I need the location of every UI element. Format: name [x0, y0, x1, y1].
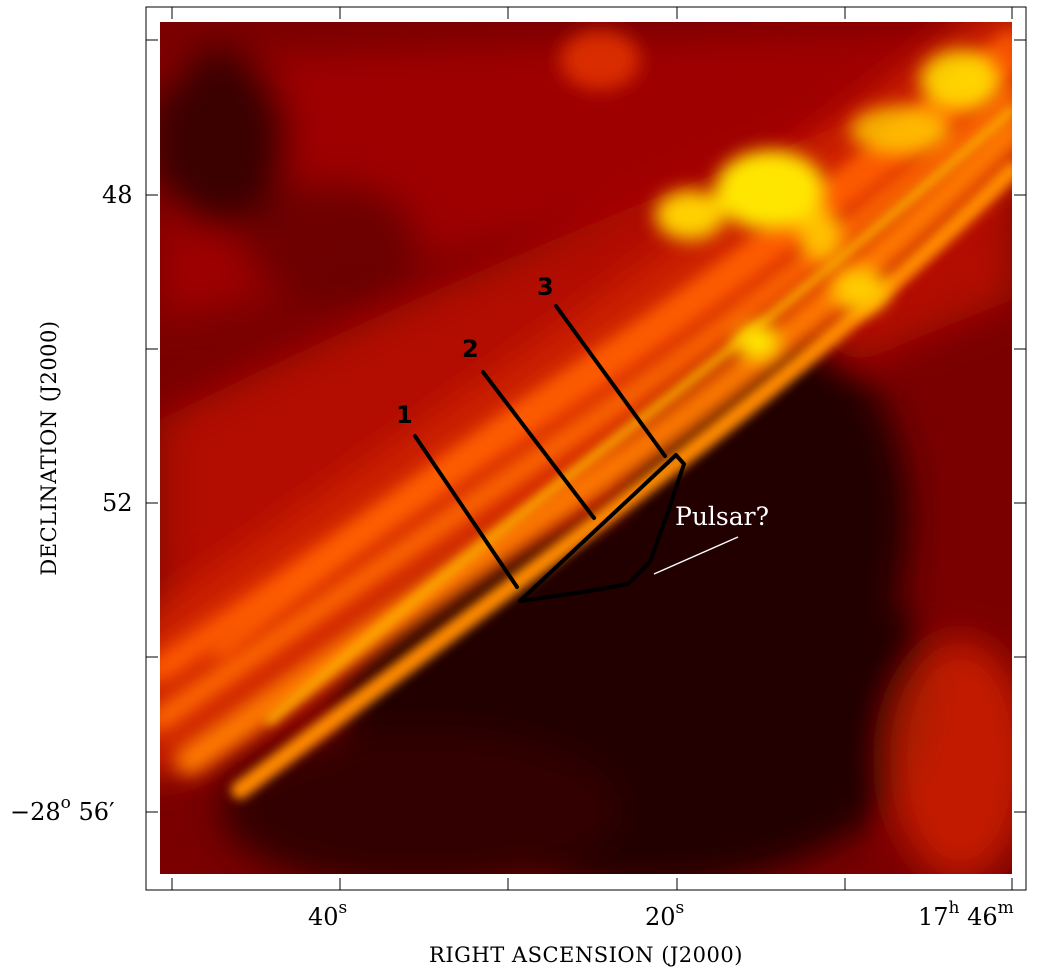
cut-line-1 [413, 434, 519, 589]
pulsar-region-outline [518, 453, 686, 603]
x-axis-title: RIGHT ASCENSION (J2000) [429, 943, 743, 967]
cut-label-1: 1 [396, 401, 413, 429]
cut-line-3 [554, 304, 667, 458]
cut-label-3: 3 [537, 273, 554, 301]
y-tick-label: −28o 56′ [10, 793, 115, 826]
annotation-pointer [653, 536, 739, 575]
y-tick-label: 52 [102, 489, 133, 517]
y-tick-label: 48 [102, 181, 133, 209]
tick-marks [146, 7, 1026, 890]
cut-line-2 [481, 370, 596, 520]
y-axis-title: DECLINATION (J2000) [37, 320, 61, 575]
intensity-image [160, 22, 1012, 874]
cut-label-2: 2 [462, 335, 479, 363]
x-tick-label: 17h 46m [918, 898, 1014, 931]
pulsar-annotation: Pulsar? [675, 502, 769, 531]
x-tick-label: 20s [645, 898, 684, 931]
x-tick-label: 40s [308, 898, 347, 931]
cut-lines [413, 304, 667, 589]
